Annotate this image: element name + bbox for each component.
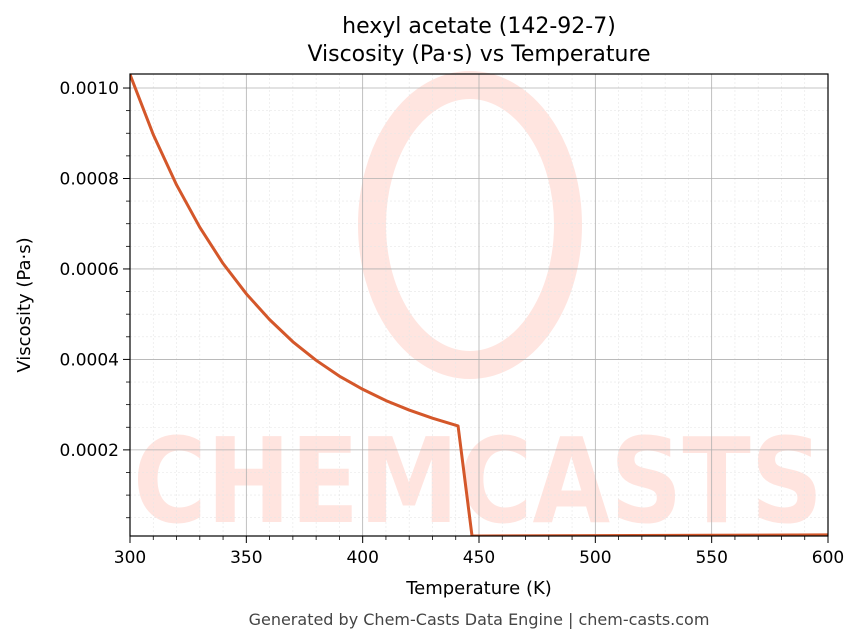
y-tick-label: 0.0002: [60, 441, 119, 461]
y-tick-label: 0.0004: [60, 350, 119, 370]
y-tick-label: 0.0008: [60, 169, 119, 189]
chart-subtitle: Viscosity (Pa·s) vs Temperature: [307, 42, 650, 67]
footer-credit: Generated by Chem-Casts Data Engine | ch…: [249, 610, 710, 629]
chart-title: hexyl acetate (142-92-7): [342, 14, 616, 39]
watermark-ring: [358, 71, 582, 379]
x-tick-label: 300: [114, 548, 146, 568]
x-axis: 300 350 400 450 500 550 600: [114, 536, 844, 568]
x-tick-label: 500: [579, 548, 611, 568]
watermark: CHEMCASTS: [133, 71, 823, 550]
x-tick-label: 450: [463, 548, 495, 568]
x-tick-label: 600: [812, 548, 844, 568]
x-tick-label: 550: [695, 548, 727, 568]
y-axis-label: Viscosity (Pa·s): [14, 237, 35, 372]
y-tick-label: 0.0010: [60, 79, 119, 99]
x-tick-label: 400: [346, 548, 378, 568]
watermark-text: CHEMCASTS: [133, 412, 823, 550]
x-tick-label: 350: [230, 548, 262, 568]
y-tick-label: 0.0006: [60, 260, 119, 280]
x-axis-label: Temperature (K): [405, 578, 552, 599]
y-axis: 0.0002 0.0004 0.0006 0.0008 0.0010: [60, 79, 130, 519]
